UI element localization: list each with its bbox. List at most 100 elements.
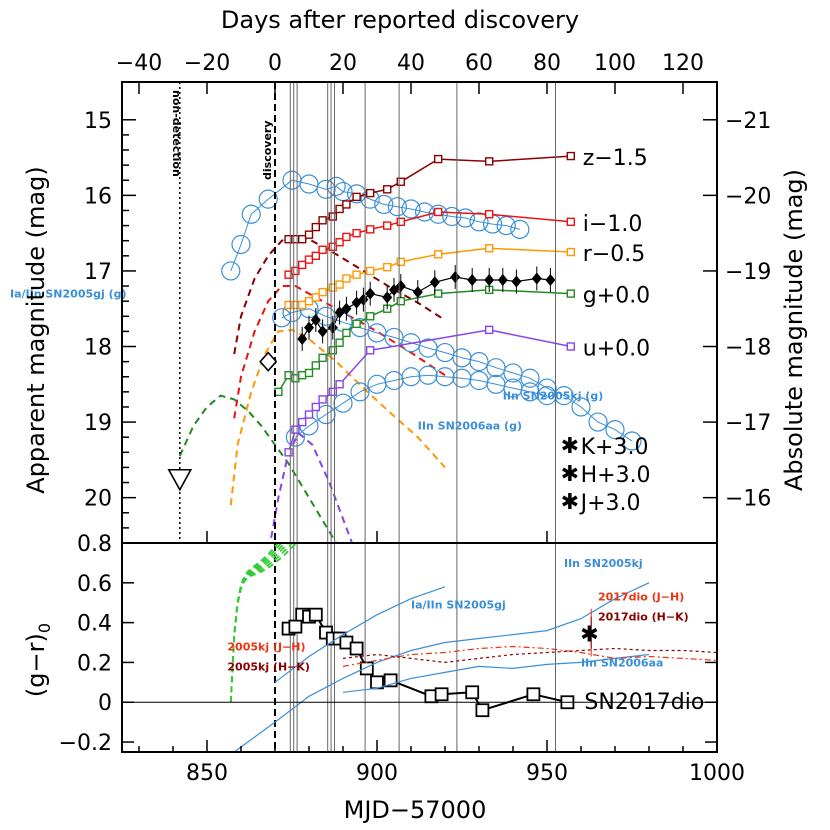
color-y-tick-label: 0.8 [77,532,112,557]
color-y-tick-label: 0.4 [77,612,112,637]
comparison-point [415,202,435,222]
comparison-point [435,367,455,387]
right-tick-label: −21 [725,109,771,134]
nir-marker: ✱ [561,434,579,459]
data-point [566,217,575,227]
data-point [383,185,392,194]
comparison-point [221,261,241,281]
data-point [298,260,307,270]
label-2005kj-jh: 2005kj (J−H) [227,640,305,653]
data-point [328,283,337,292]
color-y-tick-label: 0.2 [77,651,112,676]
nir-marker: ✱ [561,462,579,487]
discovery-label: discovery [261,121,274,181]
y-tick-label: 17 [84,260,112,285]
comparison-point [401,199,421,219]
data-point [335,204,344,214]
data-point [284,270,293,279]
data-point [318,245,327,254]
comparison-point [442,206,462,227]
non-detection-marker [167,468,193,492]
data-point [335,280,344,289]
nir-color-point: ✱ [580,623,598,648]
data-point [291,234,300,244]
nir-label: K+3.0 [581,435,649,460]
color-point [434,687,449,702]
model-color-curve [229,543,294,703]
discovery-marker [259,351,278,372]
data-point [311,402,320,412]
right-tick-label: −19 [725,260,771,285]
top-tick-label: 120 [662,51,704,76]
data-point [298,371,307,380]
data-point [318,353,327,363]
color-point [526,687,541,702]
comparison-point [418,365,438,385]
data-point [352,270,361,279]
nir-color-point: ✱ [580,623,598,648]
nir-label: H+3.0 [581,463,651,488]
y-axis-title-color: (g−r)0 [22,623,54,697]
data-point [366,225,375,234]
data-point [342,328,351,338]
data-point [284,371,293,380]
color-point [349,641,364,656]
nir-label: J+3.0 [579,491,641,516]
data-point [318,287,327,297]
data-point [298,417,307,427]
data-point [291,300,300,310]
y-tick-label: 19 [84,411,112,436]
color-point [308,607,323,622]
model-color-curve [229,543,280,703]
data-point [304,368,314,378]
x-tick-label: 1000 [689,761,745,786]
data-point [383,262,392,272]
data-point [484,274,495,287]
data-point [434,154,443,164]
top-plot-area [178,151,642,543]
data-point [298,300,307,310]
model-curve [269,431,354,543]
comparison-point [469,352,489,372]
data-point [335,238,344,247]
comparison-point [520,368,540,388]
color-point [465,685,480,700]
right-tick-label: −18 [725,336,771,361]
data-point [566,289,575,298]
comparison-point [401,367,421,387]
top-tick-label: −40 [116,51,162,76]
data-point [298,234,307,244]
data-point [485,157,494,166]
data-point [497,274,508,287]
data-point [545,274,556,287]
label-2017dio-jh: 2017dio (J−H) [598,591,684,604]
color-point [475,703,490,718]
band-label: u+0.0 [583,337,650,362]
data-point [352,319,361,329]
data-point [358,293,369,306]
data-point [311,222,320,232]
data-point [284,448,293,457]
data-point [304,230,314,239]
comparison-line [230,179,520,272]
color-series-line [342,653,650,693]
label-sn2017dio: SN2017dio [584,690,704,715]
data-point [328,212,337,221]
data-point [366,188,375,198]
color-label-sub: 0 [35,623,54,633]
top-tick-label: 80 [533,51,561,76]
color-y-tick-label: 0.6 [77,572,112,597]
data-point [341,302,352,315]
data-point [327,321,338,334]
data-point [310,314,321,327]
data-point [335,338,344,347]
data-point [328,346,337,355]
x-tick-label: 900 [356,761,398,786]
y-tick-label: 15 [84,109,112,134]
color-series-line [342,645,717,667]
data-point [434,289,443,298]
x-tick-label: 850 [186,761,228,786]
right-tick-label: −16 [725,487,771,512]
color-point [359,661,374,676]
data-point [396,177,405,186]
